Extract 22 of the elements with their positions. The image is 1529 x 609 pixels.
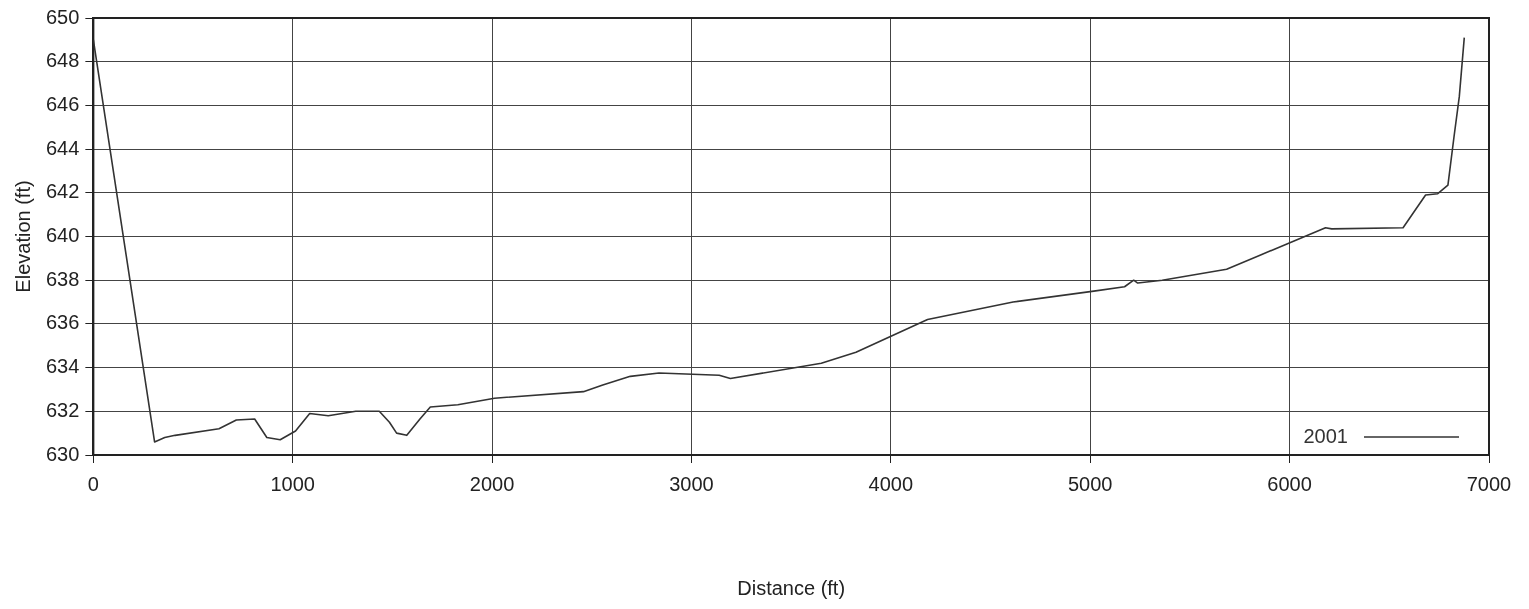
- y-tick-label: 640: [45, 224, 80, 247]
- y-tick-label: 648: [45, 49, 80, 72]
- x-tick-label: 7000: [1466, 472, 1512, 495]
- x-tick-label: 6000: [1267, 472, 1312, 495]
- x-tick-label: 0: [87, 472, 99, 495]
- x-tick-label: 1000: [270, 472, 315, 495]
- x-tick-label: 5000: [1068, 472, 1113, 495]
- x-tick-label: 3000: [669, 472, 714, 495]
- y-axis-title: Elevation (ft): [11, 180, 34, 293]
- y-tick-label: 634: [45, 355, 80, 378]
- x-tick-label: 4000: [868, 472, 914, 495]
- x-axis-title: Distance (ft): [737, 576, 846, 599]
- y-tick-label: 650: [45, 5, 80, 28]
- y-tick-label: 630: [45, 442, 80, 465]
- y-tick-label: 642: [45, 180, 80, 203]
- legend-label: 2001: [1303, 424, 1348, 447]
- x-tick-label: 2000: [469, 472, 515, 495]
- y-tick-label: 636: [45, 311, 80, 334]
- y-tick-label: 632: [45, 398, 80, 421]
- y-tick-label: 644: [45, 136, 80, 159]
- y-tick-label: 646: [45, 92, 80, 115]
- y-tick-label: 638: [45, 267, 80, 290]
